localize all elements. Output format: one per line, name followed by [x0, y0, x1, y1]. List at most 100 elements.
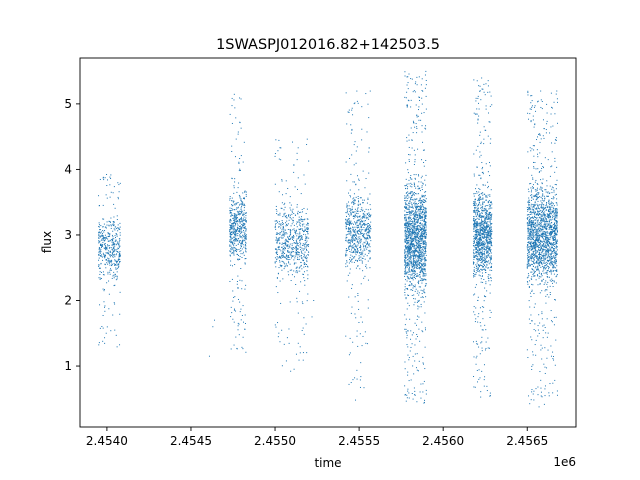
data-point	[481, 209, 483, 211]
data-point	[370, 240, 372, 242]
data-point	[486, 234, 488, 236]
data-point	[98, 264, 100, 266]
data-point	[483, 226, 485, 228]
data-point	[279, 232, 281, 233]
data-point	[413, 238, 415, 240]
data-point	[420, 253, 422, 255]
data-point	[349, 228, 351, 230]
data-point	[353, 248, 355, 250]
data-point	[349, 352, 351, 354]
data-point	[306, 240, 308, 242]
data-point	[107, 250, 109, 252]
data-point	[114, 229, 116, 231]
data-point	[296, 244, 298, 246]
data-point	[301, 237, 303, 239]
data-point	[369, 267, 371, 269]
data-point	[418, 218, 420, 220]
data-point	[479, 252, 481, 254]
data-point	[236, 240, 238, 242]
data-point	[473, 271, 475, 273]
data-point	[420, 206, 422, 208]
data-point	[234, 232, 236, 234]
data-point	[115, 268, 117, 270]
data-point	[407, 208, 409, 210]
data-point	[274, 261, 276, 263]
data-point	[233, 239, 235, 241]
data-point	[349, 260, 351, 262]
data-point	[406, 214, 408, 216]
chart-title: 1SWASPJ012016.82+142503.5	[216, 37, 440, 53]
data-point	[478, 214, 480, 216]
data-point	[479, 228, 481, 230]
data-point	[296, 152, 298, 154]
data-point	[489, 234, 491, 236]
data-point	[301, 244, 303, 246]
data-point	[414, 126, 416, 128]
data-point	[109, 246, 111, 248]
data-point	[291, 243, 293, 245]
data-point	[412, 285, 414, 287]
data-point	[230, 220, 232, 222]
data-point	[369, 243, 371, 245]
data-point	[479, 85, 481, 87]
data-point	[348, 223, 350, 225]
data-point	[485, 226, 487, 228]
data-point	[425, 246, 427, 248]
data-point	[239, 195, 241, 197]
data-point	[474, 256, 476, 258]
data-point	[106, 252, 108, 254]
data-point	[421, 239, 423, 241]
data-point	[369, 193, 371, 195]
data-point	[233, 233, 235, 235]
data-point	[423, 228, 425, 230]
data-point	[418, 175, 420, 177]
data-point	[240, 220, 242, 222]
data-point	[409, 251, 411, 253]
data-point	[360, 226, 362, 228]
data-point	[106, 224, 108, 226]
data-point	[422, 217, 423, 219]
data-point	[233, 237, 235, 239]
data-point	[233, 225, 235, 227]
data-point	[357, 247, 359, 249]
data-point	[279, 249, 281, 251]
data-point	[423, 165, 425, 167]
data-point	[410, 206, 412, 208]
data-point	[480, 242, 482, 244]
data-point	[483, 216, 485, 218]
data-point	[481, 272, 483, 274]
data-point	[233, 245, 235, 247]
data-point	[418, 235, 420, 237]
data-point	[485, 217, 487, 219]
data-point	[477, 243, 479, 245]
data-point	[117, 224, 119, 226]
data-point	[414, 252, 416, 254]
data-point	[486, 263, 488, 265]
data-point	[484, 221, 486, 222]
data-point	[237, 243, 239, 245]
data-point	[420, 217, 422, 219]
data-point	[108, 220, 110, 222]
data-point	[421, 159, 423, 161]
data-point	[487, 135, 489, 137]
data-point	[485, 245, 487, 247]
data-point	[305, 248, 307, 250]
data-point	[416, 217, 418, 219]
data-point	[363, 223, 365, 225]
data-point	[102, 340, 104, 342]
data-point	[479, 239, 481, 241]
data-point	[415, 209, 417, 211]
data-point	[413, 228, 415, 230]
data-point	[414, 219, 416, 221]
data-point	[473, 153, 475, 155]
data-point	[103, 218, 105, 220]
data-point	[359, 223, 361, 225]
data-point	[239, 231, 241, 233]
data-point	[475, 244, 477, 246]
data-point	[480, 204, 482, 206]
data-point	[282, 231, 284, 233]
data-point	[420, 252, 422, 254]
data-point	[274, 262, 276, 264]
data-point	[425, 226, 427, 228]
data-point	[411, 262, 413, 264]
